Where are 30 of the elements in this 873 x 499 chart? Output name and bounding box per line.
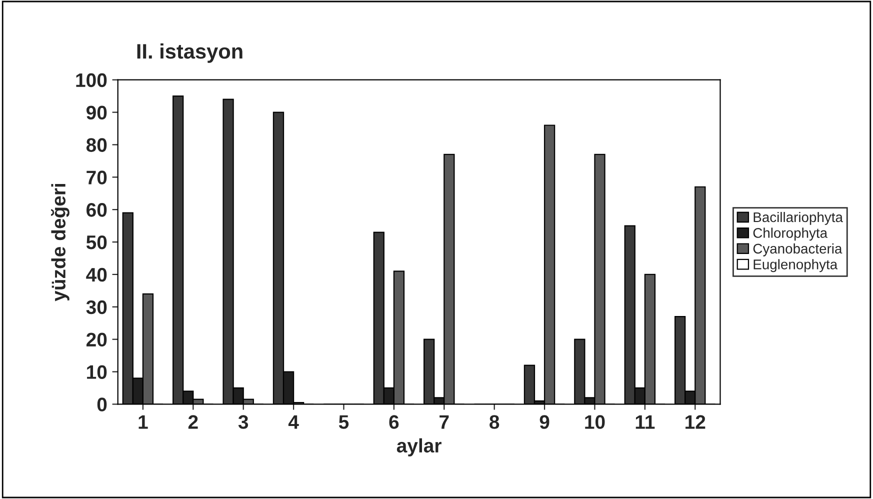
x-tick-label: 7 xyxy=(440,415,449,429)
y-tick-label: 90 xyxy=(86,106,107,120)
legend-label: Chlorophyta xyxy=(753,228,828,241)
legend-label: Bacillariophyta xyxy=(754,212,843,225)
x-tick-label: 1 xyxy=(138,415,148,429)
y-tick-label: 10 xyxy=(87,365,107,379)
y-tick-label: 80 xyxy=(86,138,107,152)
x-tick-label: 10 xyxy=(585,415,605,429)
y-tick-label: 30 xyxy=(86,300,107,314)
y-axis-title: yüzde değeri xyxy=(51,184,70,302)
x-tick-label: 3 xyxy=(238,415,248,429)
x-axis-title: aylar xyxy=(396,438,442,456)
x-tick-label: 5 xyxy=(338,415,349,429)
y-tick-label: 70 xyxy=(86,170,107,184)
x-tick-label: 8 xyxy=(490,415,500,429)
x-tick-label: 4 xyxy=(288,415,299,429)
x-tick-label: 9 xyxy=(540,415,550,429)
legend-label: Euglenophyta xyxy=(754,259,838,272)
y-tick-label: 0 xyxy=(97,398,107,412)
x-tick-label: 2 xyxy=(188,415,198,429)
x-tick-label: 6 xyxy=(389,415,399,429)
y-tick-label: 40 xyxy=(86,268,107,282)
chart-title: II. istasyon xyxy=(137,43,242,63)
y-tick-label: 100 xyxy=(76,73,107,88)
x-tick-label: 12 xyxy=(686,415,706,429)
y-tick-label: 20 xyxy=(86,332,107,347)
legend-label: Cyanobacteria xyxy=(753,243,842,256)
y-tick-label: 60 xyxy=(86,203,107,217)
x-tick-label: 11 xyxy=(636,415,655,429)
y-tick-label: 50 xyxy=(86,235,107,250)
